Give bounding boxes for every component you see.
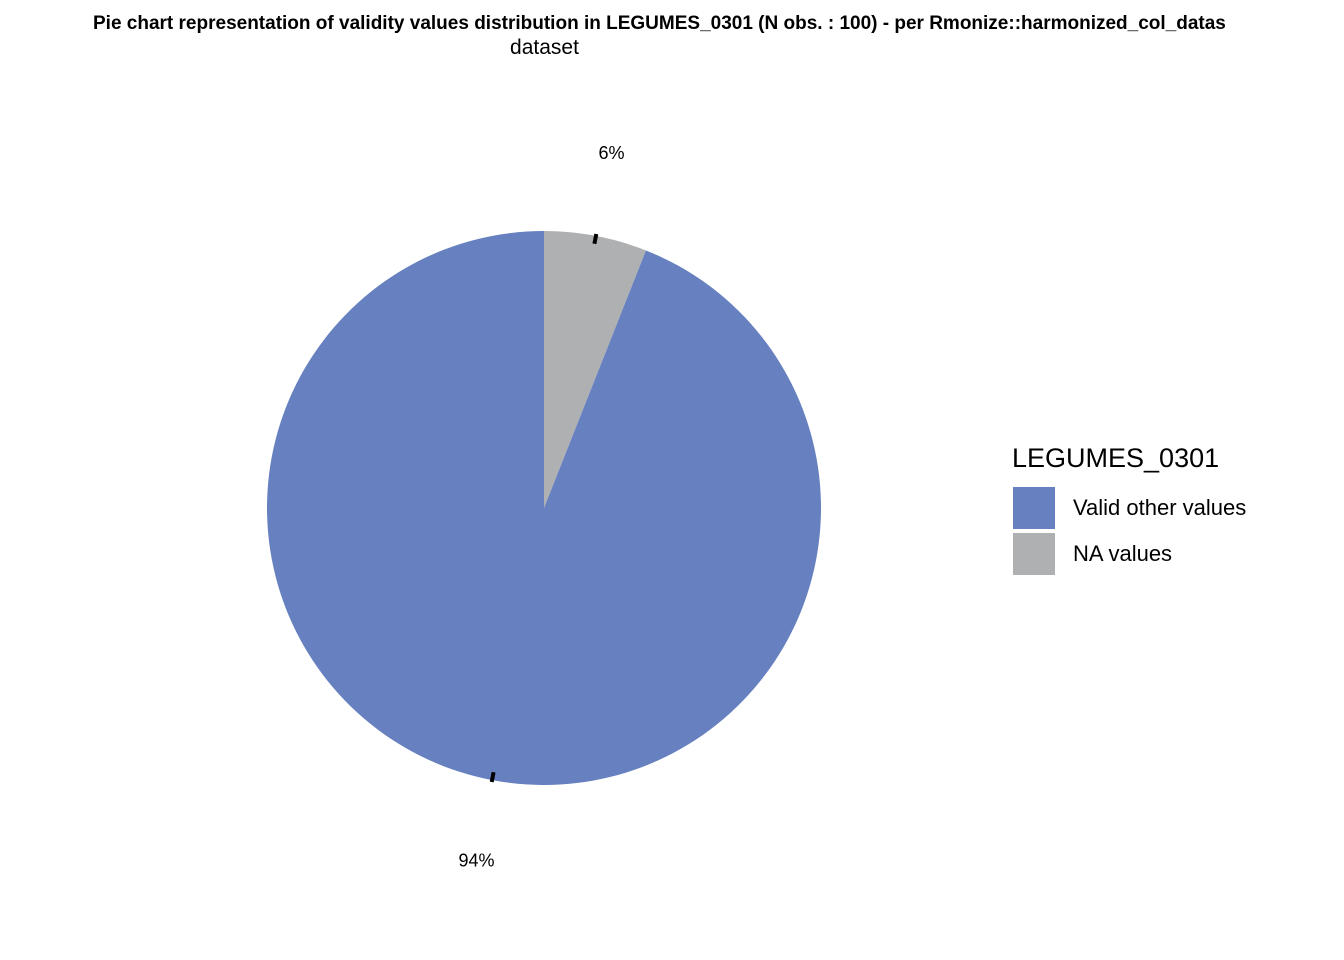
pie-label-na-values: 6% [598,143,624,163]
pie-label-valid-other-values: 94% [459,850,495,870]
chart-title-line-1: Pie chart representation of validity val… [93,13,1226,34]
pie-slice-na-values [544,231,646,508]
legend-key-valid-other-values [1013,487,1055,529]
legend-key-na-values [1013,533,1055,575]
legend-items: Valid other values NA values [1012,485,1332,577]
legend-title: LEGUMES_0301 [1012,443,1220,473]
legend-label-na-values: NA values [1073,541,1173,566]
chart-title: Pie chart representation of validity val… [0,12,1344,60]
pie-ticks [489,233,599,783]
pie-tick-valid-other-values [489,771,496,783]
legend: LEGUMES_0301 Valid other values NA values [1012,438,1332,577]
pie-labels: 6% 94% [459,143,625,870]
pie-slices [267,231,821,785]
chart-title-line-2: dataset [510,36,579,59]
legend-item-na-values: NA values [1012,531,1332,577]
legend-item-valid-other-values: Valid other values [1012,485,1332,531]
legend-label-valid-other-values: Valid other values [1073,495,1247,520]
pie-slice-valid-other-values [267,231,821,785]
pie-tick-na-values [592,233,599,245]
